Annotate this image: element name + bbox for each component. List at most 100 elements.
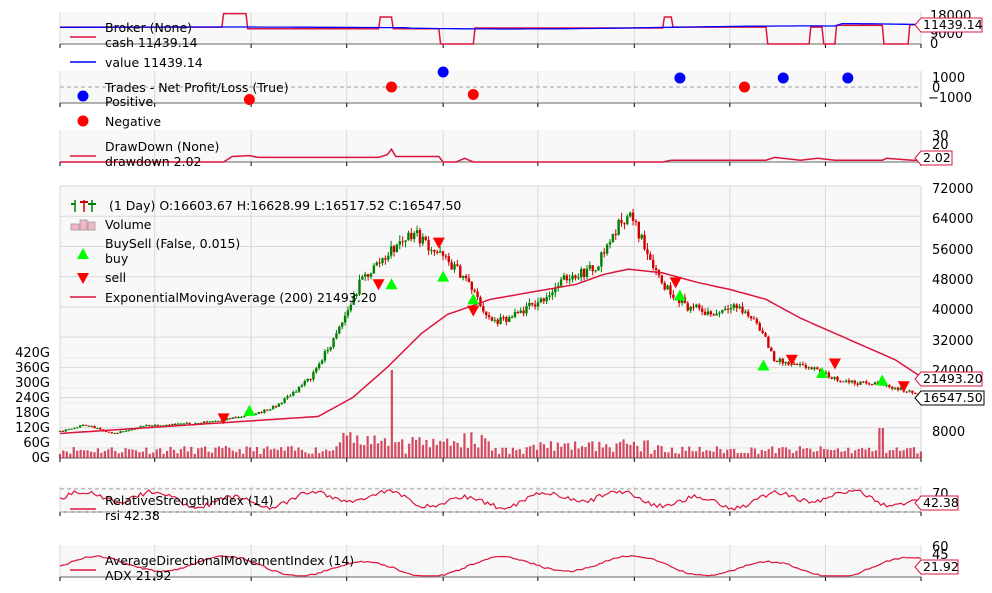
volume-bar [660, 446, 663, 458]
volume-bar [598, 441, 601, 458]
volume-bar [892, 450, 895, 458]
candle-body [165, 424, 168, 426]
volume-bar [425, 439, 428, 458]
candle-body [893, 387, 897, 389]
candle-body [61, 430, 65, 432]
candle-body [358, 279, 361, 295]
adx-last-value: 21.92 [923, 559, 959, 574]
adx-last-value-box: 21.92 [914, 559, 959, 575]
volume-bar [802, 448, 805, 458]
candle-body [580, 268, 583, 278]
candle-body [911, 390, 914, 393]
volume-bar [300, 449, 304, 458]
candle-body [513, 312, 517, 317]
legend-adx-title: AverageDirectionalMovementIndex (14) [105, 553, 354, 568]
volume-bar [121, 452, 124, 458]
volume-bar [584, 447, 587, 458]
candle-body [804, 364, 808, 368]
volume-bar [612, 451, 615, 458]
volume-bar [159, 448, 162, 458]
candle-body [168, 424, 171, 426]
volume-bar [276, 449, 279, 458]
legend-ema: ExponentialMovingAverage (200) 21493.20 [105, 290, 377, 305]
volume-bar [100, 452, 103, 458]
rsi-line [59, 489, 922, 511]
candle-body [767, 336, 770, 348]
volume-bar [83, 450, 86, 458]
candle-body [292, 391, 295, 396]
volume-bar [235, 451, 238, 458]
trade-negative-point [243, 94, 255, 105]
volume-bar [653, 449, 656, 458]
volume-bar [359, 444, 362, 458]
volume-bar [646, 440, 649, 458]
volume-bar [798, 446, 801, 458]
buy-marker [757, 359, 770, 371]
volume-bar [840, 451, 843, 458]
volume-bar [466, 447, 470, 458]
candle-body [145, 425, 148, 427]
candle-body [173, 423, 177, 425]
volume-bar [843, 450, 846, 458]
candle-body [899, 387, 903, 390]
candle-body [202, 421, 206, 424]
volume-bar [470, 432, 473, 458]
candle-body [545, 296, 548, 302]
volume-bar [93, 452, 96, 458]
candle-body [70, 428, 73, 430]
volume-bar [736, 453, 739, 458]
volume-bar [452, 441, 456, 458]
candle-body [862, 381, 865, 383]
candle-body [87, 425, 90, 427]
volume-bar [124, 448, 127, 458]
candle-body [669, 285, 672, 295]
volume-bar [701, 451, 705, 458]
candle-body [637, 221, 640, 239]
volume-bar [62, 450, 65, 458]
volume-bar [463, 433, 466, 458]
candle-body [758, 323, 761, 331]
candle-body [133, 428, 137, 430]
volume-bar [778, 448, 781, 458]
volume-bar [570, 449, 573, 458]
price-ytick-56000: 56000 [932, 243, 973, 258]
candle-body [626, 216, 629, 225]
candle-body [833, 376, 836, 379]
candle-body [312, 372, 315, 380]
ema-line [59, 268, 922, 435]
volume-bar [698, 446, 701, 458]
volume-bar [508, 453, 511, 458]
volume-bar [79, 449, 82, 458]
candle-body [467, 278, 471, 282]
volume-bar [670, 447, 674, 458]
candle-body [205, 421, 209, 423]
volume-bar [165, 450, 169, 458]
ema-last-value-box: 21493.20 [914, 371, 983, 387]
candle-body [692, 306, 695, 308]
volume-bar [833, 449, 836, 458]
candle-body [317, 363, 321, 369]
candle-body [764, 333, 767, 337]
sell-marker [467, 305, 480, 317]
rsi-last-value: 42.38 [923, 495, 959, 510]
volume-bar [639, 451, 642, 458]
volume-bar [456, 442, 459, 458]
volume-bar [269, 449, 272, 458]
volume-bar [408, 443, 411, 458]
volume-bar [383, 438, 387, 458]
candle-body [266, 409, 269, 411]
candle-body [842, 381, 845, 383]
candle-body [908, 390, 911, 392]
buy-marker [243, 404, 256, 416]
volume-bar [739, 452, 743, 458]
volume-bar [217, 446, 221, 458]
volume-bar [370, 444, 373, 458]
candle-body [865, 381, 868, 384]
volume-bar [421, 444, 425, 458]
candle-body [660, 275, 664, 283]
volume-bar [477, 447, 480, 458]
volume-bar [214, 447, 217, 458]
volume-bar [878, 428, 881, 458]
candle-body [366, 274, 370, 277]
